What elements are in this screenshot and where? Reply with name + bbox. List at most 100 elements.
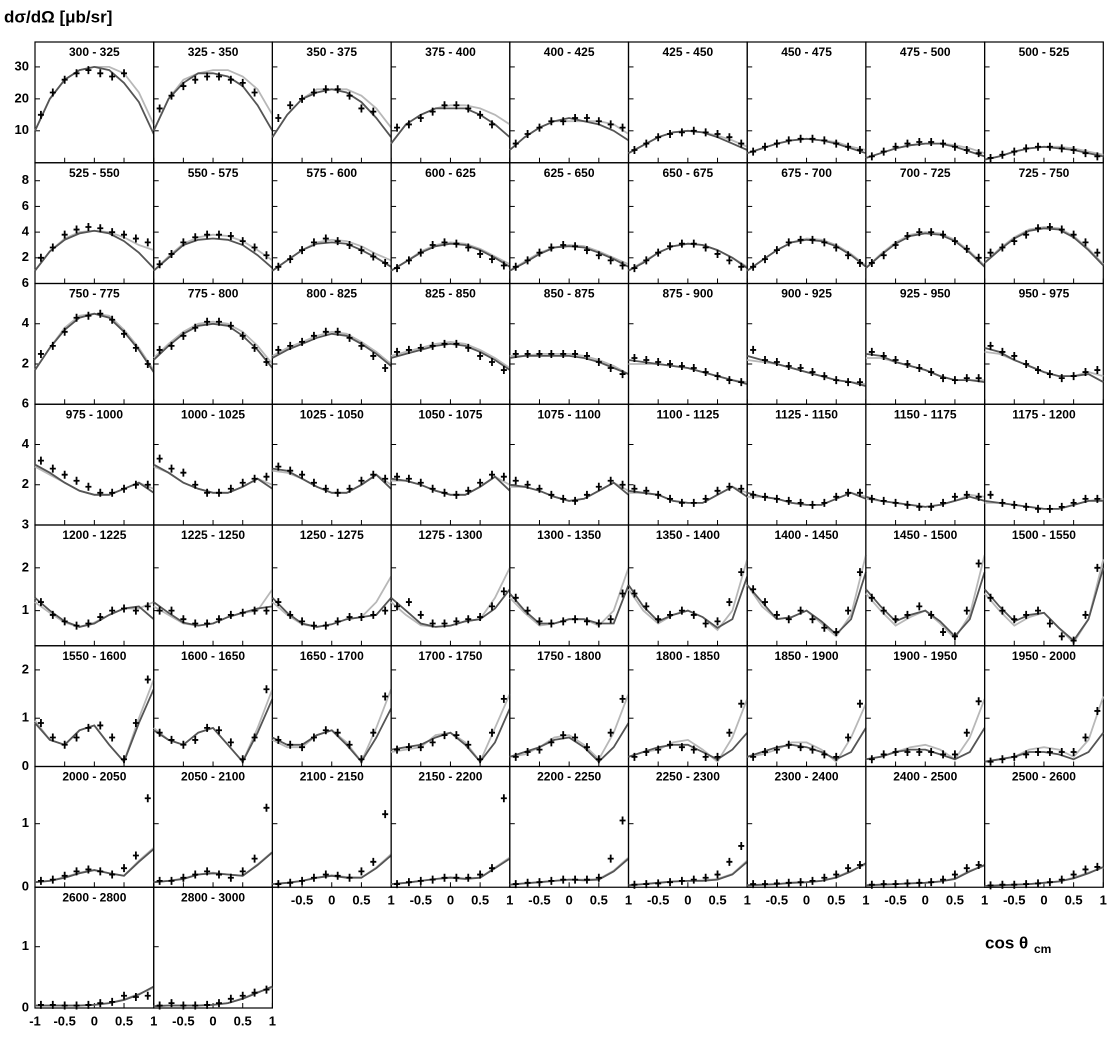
y-tick-label: 1	[22, 710, 29, 725]
model-curve	[34, 312, 155, 371]
data-point	[37, 456, 44, 465]
data-point	[548, 619, 555, 628]
panel: 825 - 850	[390, 282, 511, 405]
x-tick-label: 0	[922, 893, 929, 908]
data-point	[655, 879, 662, 888]
data-point	[85, 1000, 92, 1009]
model-curve	[865, 231, 986, 269]
data-point	[987, 248, 994, 257]
model-curve	[509, 355, 629, 375]
data-point	[1046, 504, 1053, 513]
data-point	[750, 345, 757, 354]
data-point	[512, 593, 519, 602]
data-point	[797, 743, 804, 752]
data-point	[192, 323, 199, 332]
panel: 850 - 875	[509, 282, 630, 405]
data-point	[441, 488, 448, 497]
data-point	[1082, 733, 1089, 742]
data-point	[346, 873, 353, 882]
panel-title: 1650 - 1700	[300, 649, 364, 663]
panel-title: 1075 - 1100	[537, 407, 601, 421]
x-tick-label: -0.5	[884, 893, 906, 908]
data-point	[275, 880, 282, 889]
data-point	[833, 376, 840, 385]
data-point	[1070, 145, 1077, 154]
panel-title: 1400 - 1450	[775, 528, 839, 542]
data-point	[1023, 750, 1030, 759]
data-point	[880, 750, 887, 759]
data-point	[1046, 142, 1053, 151]
x-tick-label: 1	[862, 893, 869, 908]
model-curve	[628, 129, 748, 154]
data-point	[892, 240, 899, 249]
data-point	[453, 101, 460, 110]
data-point	[109, 72, 116, 81]
data-point	[346, 484, 353, 493]
model-curve	[983, 567, 1105, 642]
panel-frame	[271, 524, 392, 647]
panel-title: 700 - 725	[900, 166, 951, 180]
panel-title: 1000 - 1025	[181, 407, 245, 421]
data-point	[1058, 502, 1065, 511]
data-point	[287, 610, 294, 619]
data-point	[738, 568, 745, 577]
data-point	[310, 88, 317, 97]
x-tick-label: 0	[91, 1013, 98, 1028]
data-point	[512, 752, 519, 761]
data-point	[204, 230, 211, 239]
x-tick-label: 0	[684, 893, 691, 908]
data-point	[856, 861, 863, 870]
data-point	[583, 246, 590, 255]
data-point	[239, 78, 246, 87]
data-point	[382, 810, 389, 819]
data-point	[773, 139, 780, 148]
data-point	[180, 615, 187, 624]
panel-title: 2600 - 2800	[62, 890, 126, 904]
x-tick-label: 0	[803, 893, 810, 908]
data-point	[358, 476, 365, 485]
data-point	[1082, 238, 1089, 247]
x-tick-label: -0.5	[647, 893, 669, 908]
data-point	[382, 364, 389, 373]
data-point	[738, 262, 745, 271]
data-point	[132, 606, 139, 615]
panel: -0.5 0 0.5 1 2200 - 2250	[509, 765, 632, 908]
data-point	[572, 496, 579, 505]
data-point	[394, 123, 401, 132]
data-point	[560, 731, 567, 740]
data-point	[275, 735, 282, 744]
data-point	[239, 991, 246, 1000]
data-point	[583, 490, 590, 499]
data-point	[762, 355, 769, 364]
data-point	[97, 999, 104, 1008]
data-point	[441, 101, 448, 110]
y-tick-label: 2	[22, 249, 29, 264]
data-point	[916, 364, 923, 373]
data-point	[61, 617, 68, 626]
panel-frame	[983, 41, 1104, 164]
model-curve	[390, 342, 511, 371]
data-point	[940, 750, 947, 759]
panel-frame	[153, 403, 273, 526]
model-curve	[271, 332, 392, 367]
data-point	[845, 142, 852, 151]
panel: 1100 - 1125	[627, 403, 748, 526]
panel: 725 - 750	[983, 162, 1104, 285]
panel-frame	[34, 765, 155, 888]
data-point	[548, 349, 555, 358]
panel-title: 1225 - 1250	[181, 528, 245, 542]
data-point	[631, 145, 638, 154]
data-point	[940, 875, 947, 884]
panel: 1225 - 1250	[153, 524, 274, 647]
data-point	[204, 867, 211, 876]
panel-title: 1500 - 1550	[1012, 528, 1076, 542]
data-point	[322, 621, 329, 630]
data-point	[382, 474, 389, 483]
data-point	[797, 878, 804, 887]
x-tick-label: 0.5	[115, 1013, 133, 1028]
model-curve	[865, 353, 985, 383]
data-point	[785, 362, 792, 371]
data-point	[405, 743, 412, 752]
data-point	[227, 738, 234, 747]
